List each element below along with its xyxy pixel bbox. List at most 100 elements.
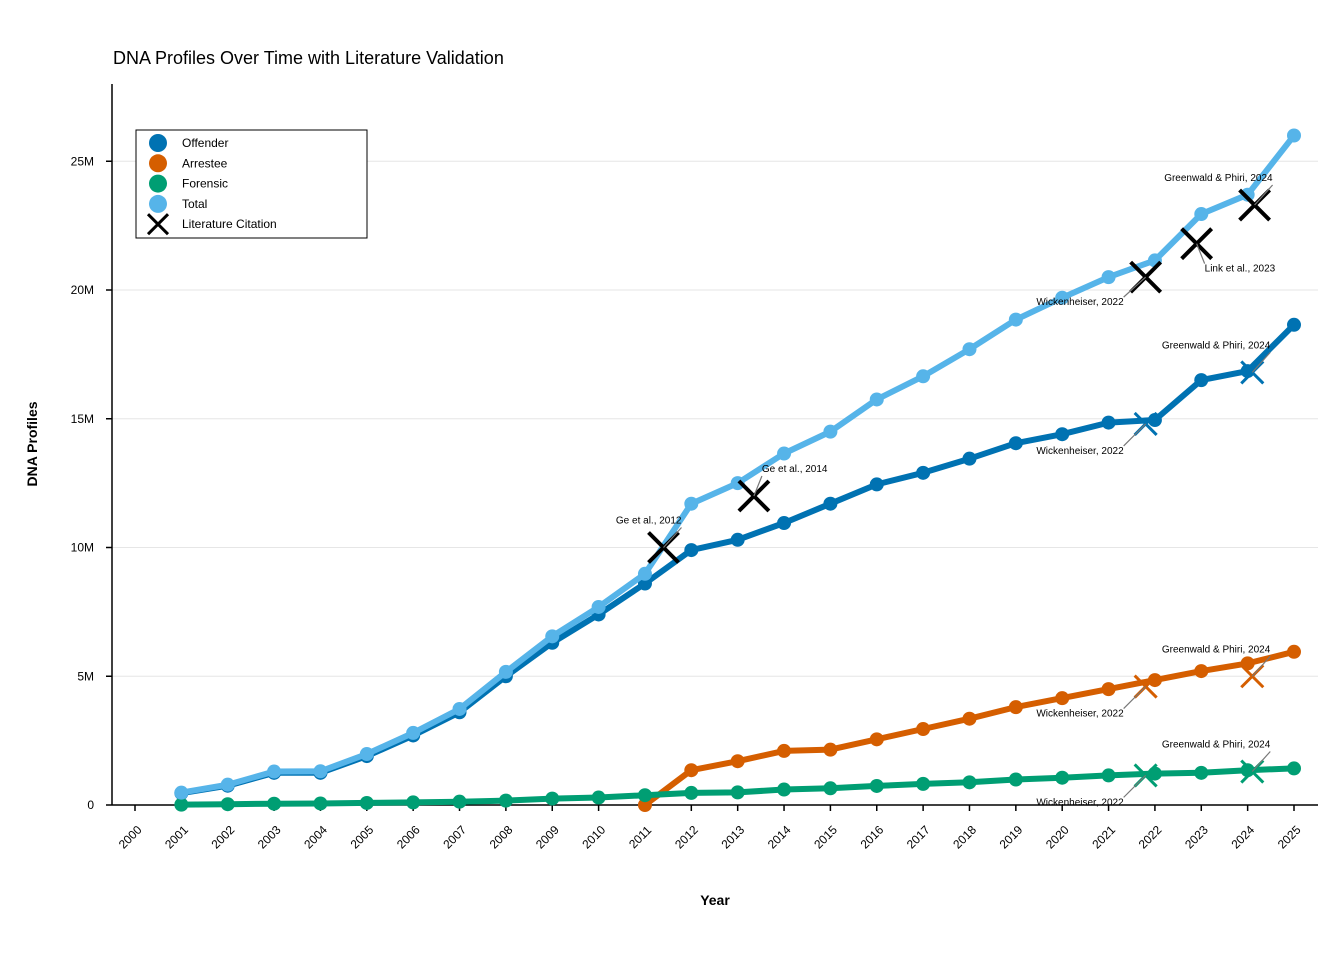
legend-label: Arrestee <box>182 156 228 170</box>
citation-leader <box>1254 184 1274 206</box>
x-tick-label: 2008 <box>487 823 516 852</box>
citation-label: Greenwald & Phiri, 2024 <box>1162 340 1271 351</box>
legend-label: Forensic <box>182 177 228 191</box>
x-tick-label: 2007 <box>440 823 469 852</box>
series-line <box>178 321 1297 797</box>
data-point <box>359 747 374 762</box>
x-tick-label: 2003 <box>255 823 284 852</box>
x-tick-label: 2020 <box>1043 823 1072 852</box>
y-tick-label: 0 <box>87 798 94 812</box>
data-point <box>823 496 838 511</box>
x-tick-label: 2012 <box>672 823 701 852</box>
data-point <box>1287 761 1301 776</box>
data-point <box>1055 691 1070 706</box>
data-point <box>1147 673 1162 688</box>
legend-swatch <box>149 174 167 193</box>
citation-leader <box>1196 243 1206 264</box>
data-point <box>777 446 792 461</box>
legend-item: Forensic <box>149 174 228 193</box>
legend-item: Offender <box>149 134 228 152</box>
legend-x-icon <box>146 213 170 236</box>
data-point <box>220 797 235 812</box>
literature-citations: Ge et al., 2012 Ge et al., 2014 Wickenheis… <box>616 173 1276 808</box>
citation-label: Wickenheiser, 2022 <box>1036 446 1124 457</box>
y-tick-label: 15M <box>71 412 94 426</box>
citation-marker: Link et al., 2023 <box>1180 227 1276 275</box>
x-tick-label: 2010 <box>579 823 608 852</box>
chart-title: DNA Profiles Over Time with Literature V… <box>113 48 504 68</box>
x-axis-label: Year <box>700 892 730 908</box>
legend-swatch <box>149 194 167 213</box>
x-tick-label: 2006 <box>394 823 423 852</box>
data-point <box>916 465 931 480</box>
data-point <box>498 793 513 808</box>
citation-marker: Greenwald & Phiri, 2024 <box>1162 740 1271 784</box>
legend-swatch <box>149 134 167 152</box>
citation-marker: Greenwald & Phiri, 2024 <box>1164 173 1274 222</box>
data-point <box>1055 770 1070 785</box>
data-point <box>498 664 513 679</box>
citation-marker: Wickenheiser, 2022 <box>1036 674 1158 720</box>
citation-marker: Ge et al., 2012 <box>616 516 682 564</box>
citation-leader <box>1123 276 1147 298</box>
series-lines <box>174 128 1301 812</box>
data-point <box>637 576 652 591</box>
data-point <box>869 732 884 747</box>
legend-label: Offender <box>182 136 228 150</box>
x-tick-label: 2009 <box>533 823 562 852</box>
data-point <box>591 599 606 614</box>
data-point <box>1008 436 1023 451</box>
x-tick-label: 2005 <box>348 823 377 852</box>
data-point <box>916 722 931 737</box>
x-tick-label: 2011 <box>626 823 654 851</box>
data-point <box>1101 768 1116 783</box>
data-point <box>1287 128 1301 143</box>
citation-label: Greenwald & Phiri, 2024 <box>1164 173 1273 184</box>
data-point <box>962 342 977 357</box>
x-tick-label: 2025 <box>1275 823 1304 852</box>
data-point <box>313 796 328 811</box>
x-tick-label: 2018 <box>950 823 979 852</box>
data-point <box>267 796 282 811</box>
citation-leader <box>1123 774 1147 798</box>
data-point <box>452 701 467 716</box>
citation-label: Greenwald & Phiri, 2024 <box>1162 644 1271 655</box>
x-tick-label: 2001 <box>162 823 191 852</box>
x-tick-label: 2024 <box>1228 823 1257 852</box>
citation-leader <box>1251 655 1271 677</box>
legend-item: Total <box>149 194 207 213</box>
data-point <box>1287 644 1301 659</box>
citation-label: Wickenheiser, 2022 <box>1036 709 1124 720</box>
data-point <box>823 781 838 796</box>
data-point <box>869 778 884 793</box>
data-point <box>962 711 977 726</box>
citation-label: Wickenheiser, 2022 <box>1036 297 1124 308</box>
data-point <box>637 798 652 812</box>
data-point <box>962 451 977 466</box>
data-point <box>406 795 421 810</box>
data-point <box>823 424 838 439</box>
legend-item: Literature Citation <box>146 213 277 236</box>
x-tick-label: 2021 <box>1089 823 1118 852</box>
data-point <box>730 532 745 547</box>
data-point <box>1240 187 1255 202</box>
data-point <box>684 785 699 800</box>
data-point <box>869 392 884 407</box>
citation-label: Greenwald & Phiri, 2024 <box>1162 740 1271 751</box>
y-tick-label: 20M <box>71 283 94 297</box>
data-point <box>174 785 189 800</box>
data-point <box>591 790 606 805</box>
x-tick-label: 2004 <box>301 823 330 852</box>
data-point <box>869 477 884 492</box>
data-point <box>452 794 467 809</box>
x-tick-label: 2015 <box>811 823 840 852</box>
legend-label: Total <box>182 197 207 211</box>
x-tick-label: 2016 <box>858 823 887 852</box>
data-point <box>777 516 792 531</box>
citation-marker: Greenwald & Phiri, 2024 <box>1162 340 1271 385</box>
x-tick-label: 2014 <box>765 823 794 852</box>
citation-label: Ge et al., 2012 <box>616 516 682 527</box>
x-tick-label: 2002 <box>209 823 238 852</box>
data-point <box>1008 312 1023 327</box>
